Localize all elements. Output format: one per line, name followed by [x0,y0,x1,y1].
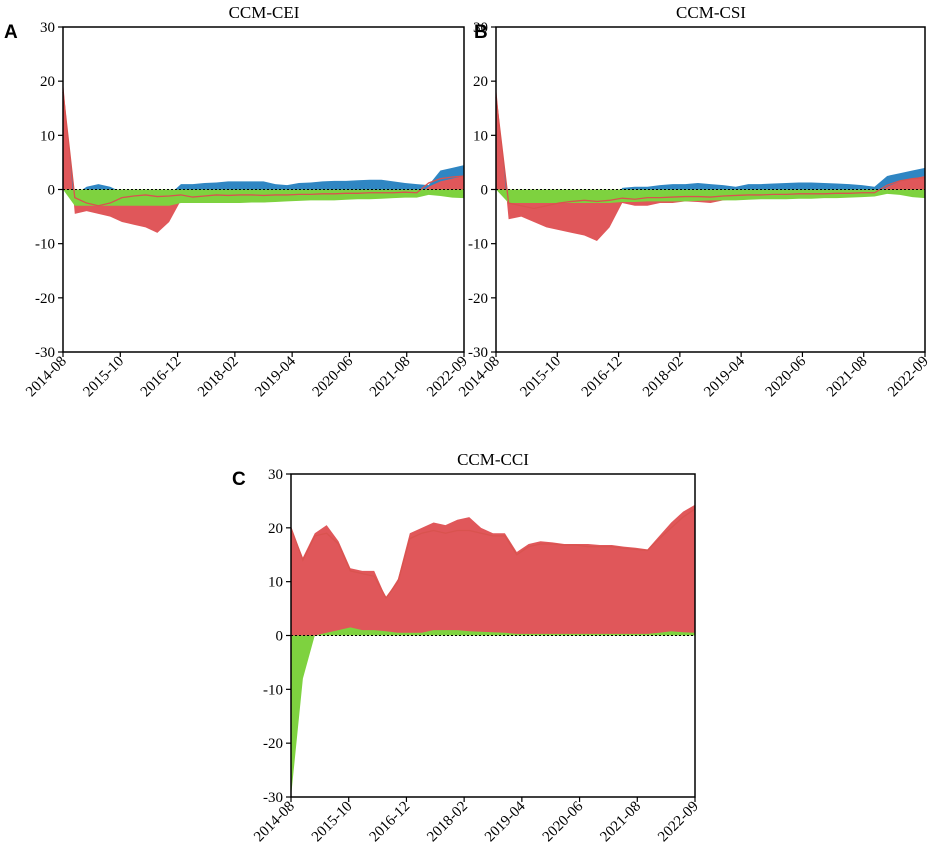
x-tick-label: 2019-04 [482,798,529,845]
y-tick-label: 30 [40,20,55,36]
y-tick-label: 20 [268,521,283,537]
x-tick-label: 2016-12 [367,799,414,846]
y-tick-label: -10 [35,237,55,253]
x-tick-label: 2021-08 [597,799,644,846]
series-line [495,97,926,210]
x-tick-label: 2020-06 [763,353,810,400]
y-tick-label: 0 [276,629,284,645]
series-line [62,91,465,207]
x-tick-label: 2021-08 [367,354,414,401]
panel-title: CCM-CSI [676,3,746,22]
x-tick-label: 2018-02 [424,799,471,846]
y-tick-label: 20 [40,74,55,90]
x-tick-label: 2015-10 [309,799,356,846]
x-tick-label: 2015-10 [80,354,127,401]
x-tick-label: 2020-06 [310,353,357,400]
y-tick-label: 10 [40,128,55,144]
x-tick-label: 2019-04 [252,353,299,400]
x-tick-label: 2022-09 [885,354,932,401]
y-tick-label: -10 [468,237,488,253]
panel-letter: A [4,22,18,43]
panel-title: CCM-CCI [457,450,529,469]
series-area-blue [63,92,464,201]
y-tick-label: 30 [473,20,488,36]
y-tick-label: -20 [263,736,283,752]
series-area-green [291,627,695,797]
panel-letter: B [474,22,488,43]
x-tick-label: 2015-10 [517,354,564,401]
x-tick-label: 2016-12 [138,354,185,401]
series-area-red [291,504,695,636]
y-tick-label: 20 [473,74,488,90]
y-tick-label: 10 [268,575,283,591]
y-tick-label: 30 [268,467,283,483]
x-tick-label: 2018-02 [640,354,687,401]
panel-title: CCM-CEI [229,3,300,22]
y-tick-label: -10 [263,682,283,698]
y-tick-label: -20 [468,291,488,307]
x-tick-label: 2021-08 [824,354,871,401]
series-area-red [496,86,925,241]
y-tick-label: -30 [263,790,283,806]
y-tick-label: 0 [48,183,56,199]
series-area-green [496,189,925,204]
series-area-red [63,81,464,233]
y-tick-label: -30 [35,345,55,361]
x-tick-label: 2019-04 [701,353,748,400]
y-tick-label: -30 [468,345,488,361]
x-tick-label: 2022-09 [655,799,702,846]
y-tick-label: 0 [481,183,489,199]
x-tick-label: 2020-06 [540,798,587,845]
x-tick-label: 2018-02 [195,354,242,401]
x-tick-label: 2016-12 [579,354,626,401]
panel-letter: C [232,469,246,490]
y-tick-label: 10 [473,128,488,144]
series-line [290,508,696,600]
y-tick-label: -20 [35,291,55,307]
